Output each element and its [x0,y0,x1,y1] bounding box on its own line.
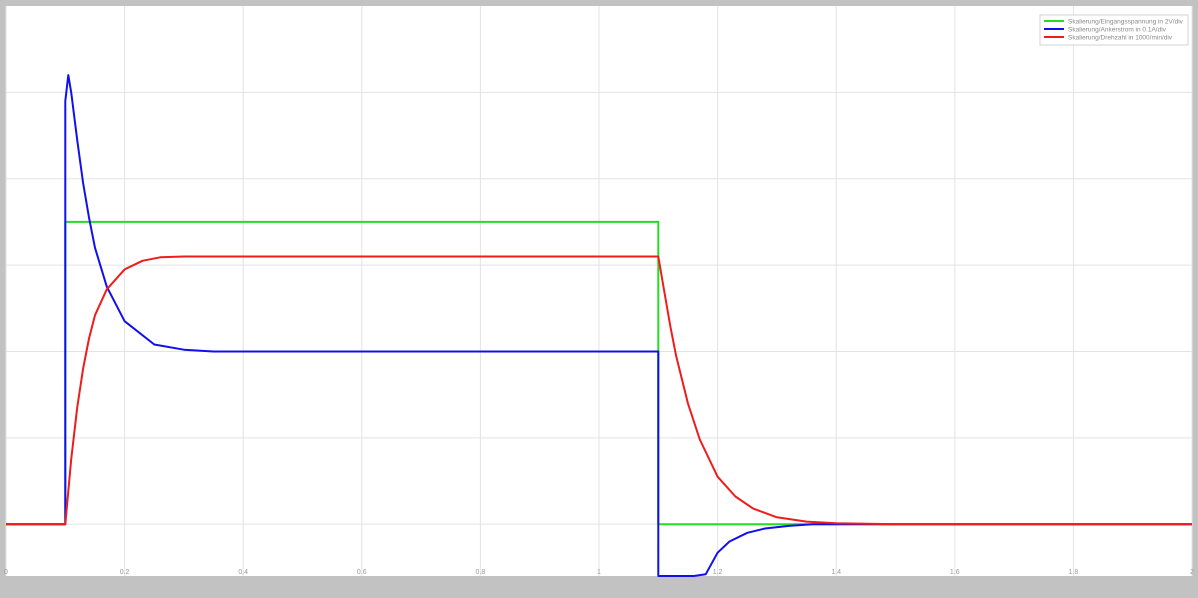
legend-entry-2: Skalierung/Drehzahl in 1000/min/div [1068,34,1173,41]
x-tick-labels: 0 0.2 0.4 0.6 0.8 1 1.2 1.4 1.6 1.8 2 [4,569,1194,576]
legend-entry-1: Skalierung/Ankerstrom in 0.1A/div [1068,26,1167,33]
x-tick-label-1: 0.2 [120,569,130,576]
legend-box [1039,14,1189,46]
x-tick-label-7: 1.4 [831,569,841,576]
legend: Skalierung/Eingangsspannung in 2V/divSka… [1039,14,1189,46]
series-line-2 [6,255,1192,526]
x-tick-label-10: 2 [1190,569,1194,576]
x-tick-label-4: 0.8 [476,569,486,576]
x-tick-label-5: 1 [597,569,601,576]
x-tick-label-3: 0.6 [357,569,367,576]
x-tick-label-9: 1.8 [1069,569,1079,576]
x-tick-label-0: 0 [4,569,8,576]
series-line-1 [6,74,1192,577]
series-lines [6,74,1192,577]
legend-entry-0: Skalierung/Eingangsspannung in 2V/div [1068,18,1184,25]
x-tick-label-6: 1.2 [713,569,723,576]
x-tick-label-8: 1.6 [950,569,960,576]
x-tick-label-2: 0.4 [238,569,248,576]
